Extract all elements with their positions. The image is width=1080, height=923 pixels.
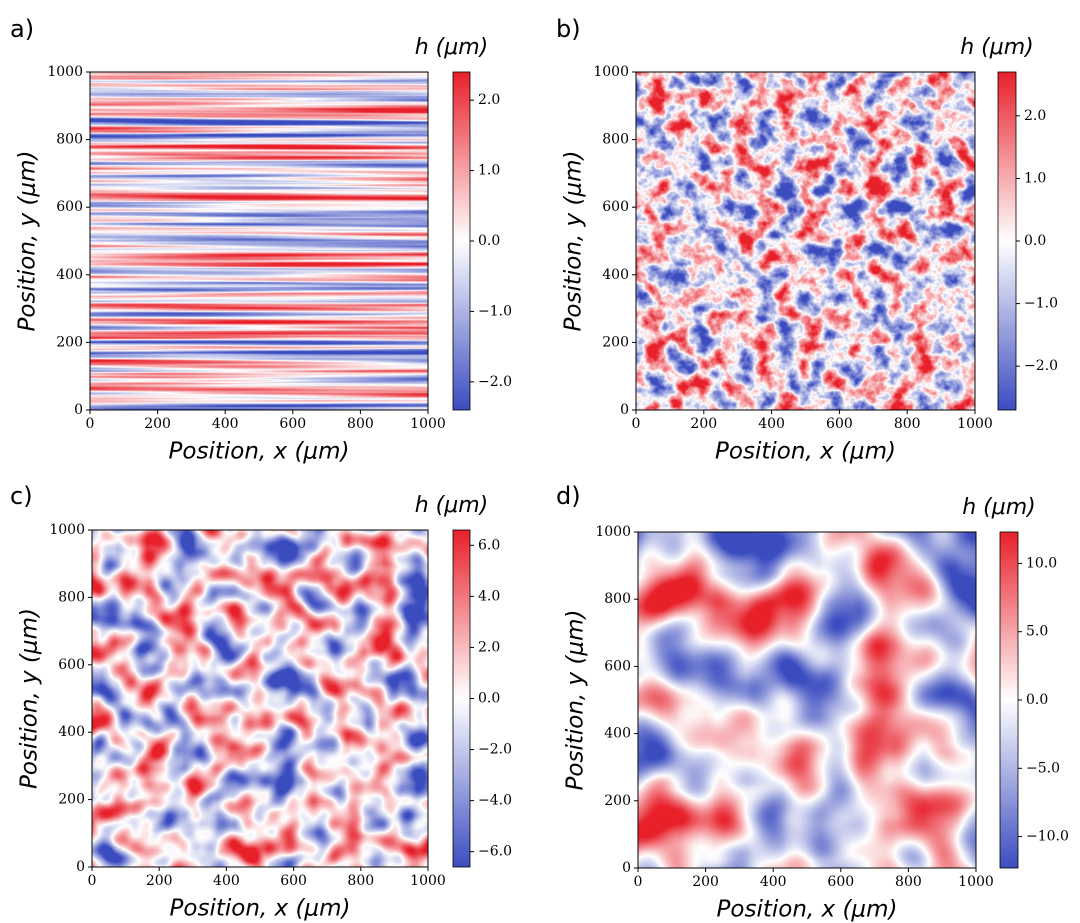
colorbar (999, 531, 1019, 869)
y-tick-label: 600 (602, 199, 629, 215)
colorbar-title: h (μm) (962, 495, 1036, 520)
x-tick-label: 1000 (958, 874, 994, 890)
x-tick-label: 200 (144, 416, 171, 432)
colorbar (997, 71, 1017, 411)
x-tick-label: 600 (279, 416, 306, 432)
plot-frame (91, 529, 429, 868)
y-tick-label: 400 (56, 267, 83, 283)
y-tick-label: 200 (56, 334, 83, 350)
y-tick-label: 800 (602, 132, 629, 148)
x-tick-label: 600 (280, 873, 307, 889)
colorbar-tick-label: −10.0 (1026, 829, 1069, 845)
x-tick-label: 0 (632, 416, 641, 432)
colorbar-tick-label: −2.0 (1024, 358, 1058, 374)
heatmap-image (636, 72, 975, 410)
x-tick-label: 1000 (957, 416, 993, 432)
colorbar-tick-label: −1.0 (1024, 296, 1058, 312)
y-axis-title: Position, y (μm) (15, 151, 41, 332)
panel-label: d) (556, 482, 581, 510)
colorbar (452, 529, 471, 868)
colorbar-title: h (μm) (960, 35, 1034, 60)
colorbar-tick-label: 6.0 (478, 537, 500, 553)
colorbar-tick-label: 0.0 (1024, 233, 1046, 249)
y-tick-label: 0 (620, 402, 629, 418)
colorbar-tick-label: 2.0 (478, 639, 500, 655)
heatmap-image (638, 532, 976, 868)
x-axis-title: Position, x (μm) (169, 439, 350, 465)
colorbar-title: h (μm) (415, 35, 489, 60)
x-tick-label: 0 (86, 416, 95, 432)
x-tick-label: 200 (692, 874, 719, 890)
x-tick-label: 400 (212, 416, 239, 432)
y-tick-label: 400 (602, 267, 629, 283)
y-tick-label: 600 (56, 199, 83, 215)
y-tick-label: 400 (604, 726, 631, 742)
x-tick-label: 0 (634, 874, 643, 890)
y-tick-label: 800 (56, 132, 83, 148)
y-tick-label: 800 (58, 589, 85, 605)
heatmap-image (90, 72, 428, 410)
plot-frame (635, 71, 976, 411)
y-tick-label: 0 (76, 859, 85, 875)
x-tick-label: 400 (758, 416, 785, 432)
y-tick-label: 600 (604, 658, 631, 674)
x-tick-label: 1000 (410, 873, 446, 889)
colorbar-tick-label: −6.0 (478, 844, 512, 860)
colorbar-tick-label: −2.0 (478, 742, 512, 758)
y-tick-label: 200 (602, 334, 629, 350)
colorbar-tick-label: 5.0 (1026, 624, 1048, 640)
colorbar-tick-label: 0.0 (1026, 692, 1048, 708)
panel-label: a) (10, 15, 34, 43)
colorbar-tick-label: 0.0 (478, 691, 500, 707)
colorbar-tick-label: −5.0 (1026, 760, 1060, 776)
x-tick-label: 0 (88, 873, 97, 889)
x-tick-label: 600 (826, 416, 853, 432)
x-tick-label: 800 (895, 874, 922, 890)
y-axis-title: Position, y (μm) (17, 608, 43, 789)
colorbar-tick-label: 1.0 (1024, 170, 1046, 186)
x-tick-label: 600 (827, 874, 854, 890)
y-axis-title: Position, y (μm) (561, 151, 587, 332)
colorbar-tick-label: −4.0 (478, 793, 512, 809)
colorbar (452, 71, 471, 411)
y-axis-title: Position, y (μm) (563, 610, 589, 791)
y-tick-label: 800 (604, 591, 631, 607)
y-tick-label: 1000 (595, 524, 631, 540)
y-tick-label: 0 (74, 402, 83, 418)
plot-frame (637, 531, 977, 869)
y-tick-label: 1000 (47, 64, 83, 80)
colorbar-tick-label: 2.0 (478, 92, 500, 108)
x-tick-label: 800 (347, 416, 374, 432)
x-tick-label: 200 (146, 873, 173, 889)
colorbar-tick-label: −2.0 (478, 374, 512, 390)
y-tick-label: 200 (58, 792, 85, 808)
y-tick-label: 1000 (49, 522, 85, 538)
panel-label: b) (556, 15, 581, 43)
x-tick-label: 200 (690, 416, 717, 432)
x-tick-label: 800 (894, 416, 921, 432)
heatmap-image (92, 530, 428, 867)
y-tick-label: 400 (58, 724, 85, 740)
colorbar-tick-label: 10.0 (1026, 555, 1057, 571)
x-axis-title: Position, x (μm) (715, 439, 896, 465)
y-tick-label: 1000 (593, 64, 629, 80)
colorbar-tick-label: 0.0 (478, 233, 500, 249)
y-tick-label: 0 (622, 860, 631, 876)
x-tick-label: 400 (760, 874, 787, 890)
colorbar-tick-label: −1.0 (478, 303, 512, 319)
colorbar-tick-label: 1.0 (478, 163, 500, 179)
panel-label: c) (10, 482, 33, 510)
x-tick-label: 1000 (410, 416, 446, 432)
colorbar-tick-label: 2.0 (1024, 108, 1046, 124)
y-tick-label: 600 (58, 657, 85, 673)
x-tick-label: 400 (213, 873, 240, 889)
x-axis-title: Position, x (μm) (170, 896, 351, 922)
plot-frame (89, 71, 429, 411)
y-tick-label: 200 (604, 793, 631, 809)
colorbar-title: h (μm) (415, 493, 489, 518)
colorbar-tick-label: 4.0 (478, 588, 500, 604)
x-tick-label: 800 (347, 873, 374, 889)
x-axis-title: Position, x (μm) (717, 897, 898, 923)
